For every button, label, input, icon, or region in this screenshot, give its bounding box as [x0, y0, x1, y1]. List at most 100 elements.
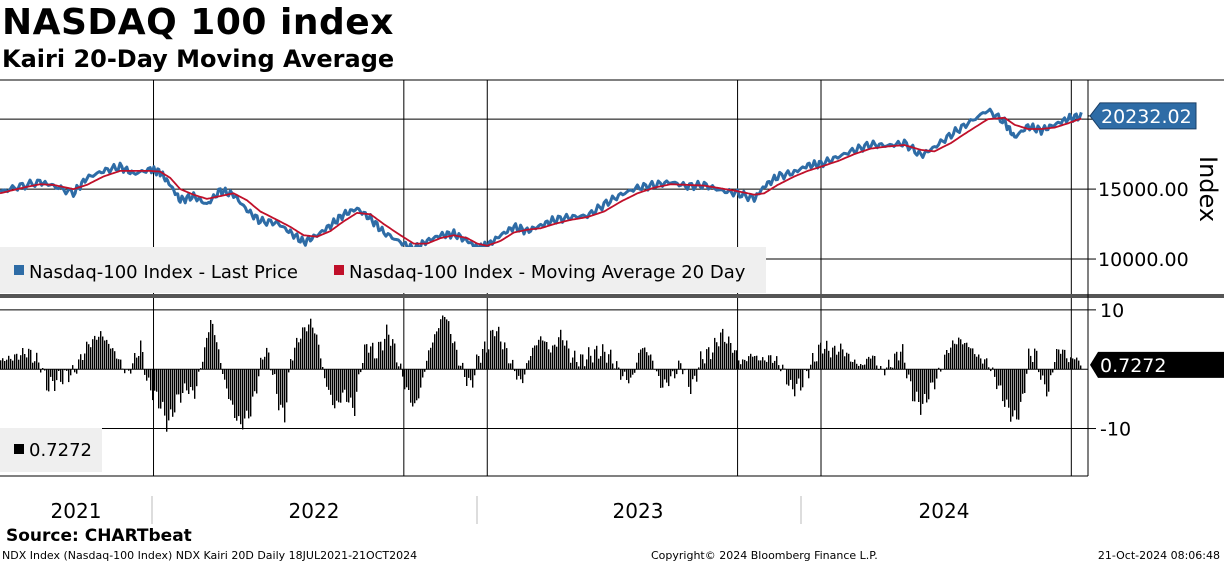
kairi-bar	[434, 334, 436, 370]
kairi-bar	[692, 369, 694, 380]
kairi-bar	[138, 356, 140, 370]
footer-security-info: NDX Index (Nasdaq-100 Index) NDX Kairi 2…	[2, 549, 418, 562]
kairi-bar	[8, 355, 10, 370]
legend-label-price: Nasdaq-100 Index - Last Price	[29, 262, 298, 283]
kairi-bar	[780, 369, 782, 372]
kairi-bar	[1020, 369, 1022, 402]
footer-timestamp: 21-Oct-2024 08:06:48	[1097, 549, 1220, 562]
kairi-bar	[34, 361, 36, 370]
kairi-bar	[260, 357, 262, 370]
kairi-bar	[106, 339, 108, 370]
kairi-bar	[662, 369, 664, 388]
kairi-bar	[714, 337, 716, 370]
legend-swatch-price	[14, 265, 24, 275]
kairi-bar	[938, 367, 940, 370]
kairi-bar	[50, 369, 52, 377]
kairi-bar	[1040, 369, 1042, 380]
kairi-bar	[1008, 369, 1010, 408]
kairi-bar	[478, 356, 480, 370]
kairi-bar	[292, 360, 294, 370]
kairi-bar	[544, 341, 546, 370]
kairi-bar	[500, 341, 502, 370]
kairi-bars	[0, 315, 1082, 432]
kairi-bar	[674, 369, 676, 379]
kairi-bar	[696, 369, 698, 382]
kairi-bar	[1062, 349, 1064, 370]
kairi-bar	[356, 369, 358, 392]
kairi-bar	[16, 353, 18, 370]
kairi-bar	[248, 369, 250, 419]
kairi-bar	[596, 345, 598, 370]
kairi-bar	[802, 369, 804, 388]
kairi-bar	[1058, 349, 1060, 370]
kairi-bar	[308, 324, 310, 370]
kairi-bar	[914, 369, 916, 402]
kairi-bar	[166, 369, 168, 432]
kairi-bar	[522, 369, 524, 384]
kairi-bar	[334, 369, 336, 409]
kairi-bar	[1032, 362, 1034, 370]
kairi-bar	[74, 369, 76, 373]
kairi-bar	[192, 369, 194, 391]
kairi-bar	[890, 367, 892, 370]
kairi-bar	[104, 340, 106, 370]
kairi-bar	[436, 331, 438, 370]
kairi-bar	[968, 347, 970, 370]
kairi-bar	[614, 368, 616, 370]
kairi-bar	[314, 333, 316, 370]
kairi-bar	[900, 351, 902, 370]
kairi-bar	[330, 369, 332, 395]
kairi-bar	[48, 369, 50, 392]
kairi-bar	[688, 369, 690, 387]
kairi-bar	[176, 369, 178, 395]
kairi-bar	[794, 369, 796, 397]
kairi-bar	[706, 349, 708, 370]
kairi-bar	[162, 369, 164, 402]
kairi-bar	[496, 331, 498, 370]
kairi-bar	[498, 326, 500, 370]
kairi-bar	[372, 342, 374, 370]
kairi-bar	[184, 369, 186, 384]
kairi-bar	[876, 365, 878, 370]
kairi-bar	[888, 359, 890, 370]
kairi-bar	[360, 369, 362, 373]
kairi-bar	[864, 364, 866, 370]
kairi-bar	[350, 369, 352, 398]
kairi-bar	[1004, 369, 1006, 407]
kairi-bar	[978, 354, 980, 370]
kairi-bar	[302, 327, 304, 370]
kairi-last-badge	[1090, 351, 1224, 378]
kairi-bar	[1030, 355, 1032, 370]
kairi-bar	[60, 369, 62, 382]
kairi-bar	[448, 321, 450, 370]
year-label-2021: 2021	[51, 499, 102, 523]
kairi-bar	[626, 369, 628, 380]
kairi-bar	[342, 369, 344, 393]
kairi-bar	[936, 369, 938, 379]
kairi-bar	[282, 369, 284, 408]
kairi-bar	[222, 369, 224, 374]
kairi-bar	[186, 369, 188, 391]
kairi-bar	[848, 353, 850, 370]
kairi-bar	[468, 369, 470, 378]
kairi-bar	[770, 355, 772, 370]
kairi-bar	[200, 368, 202, 370]
kairi-bar	[332, 369, 334, 406]
kairi-bar	[242, 369, 244, 430]
kairi-bar	[386, 324, 388, 370]
kairi-bar	[730, 343, 732, 370]
kairi-bar	[306, 331, 308, 370]
kairi-bar	[880, 366, 882, 370]
kairi-bar	[196, 369, 198, 387]
kairi-bar	[536, 345, 538, 370]
kairi-bar	[678, 360, 680, 370]
kairi-bar	[278, 369, 280, 411]
kairi-bar	[346, 369, 348, 402]
kairi-bar	[96, 339, 98, 370]
kairi-bar	[430, 347, 432, 370]
kairi-bar	[398, 366, 400, 370]
kairi-bar	[700, 351, 702, 370]
kairi-bar	[284, 369, 286, 423]
kairi-bar	[1074, 359, 1076, 370]
